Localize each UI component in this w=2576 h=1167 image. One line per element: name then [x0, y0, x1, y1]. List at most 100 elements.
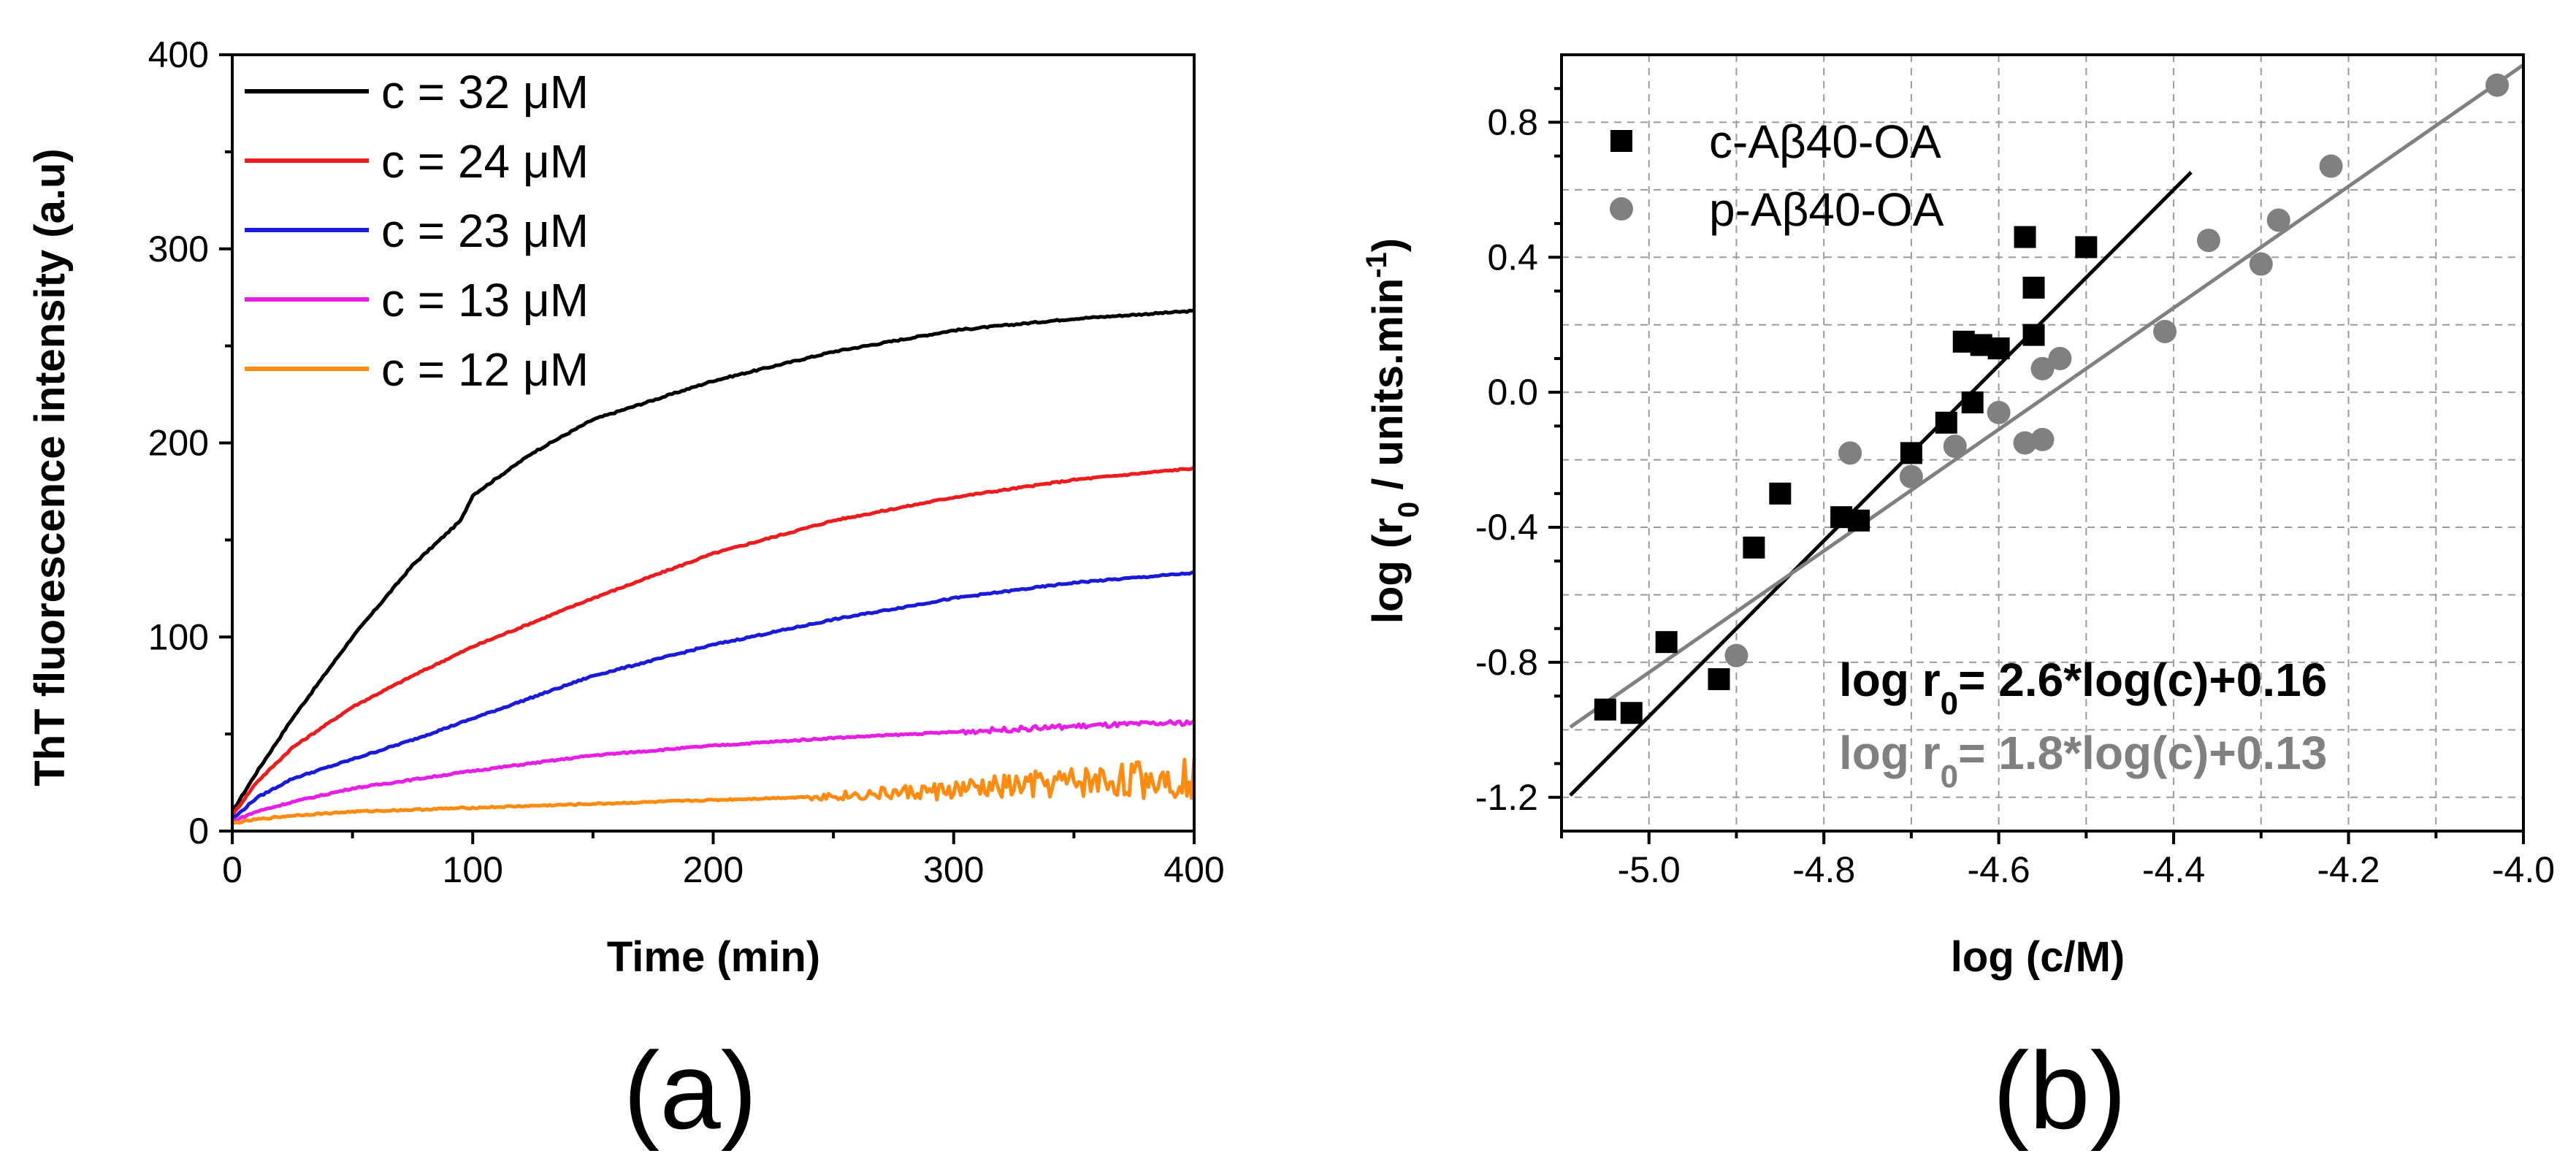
panel-b-point-square: [1620, 702, 1643, 724]
panel-a-y-axis-label: ThT fluorescence intensity (a.u): [26, 148, 74, 786]
panel-b-point-circle: [2319, 154, 2343, 178]
fit-equation-prefix: log r: [1839, 727, 1941, 779]
panel-b-point-circle: [1987, 400, 2011, 424]
panel-b-point-circle: [1724, 643, 1748, 667]
panel-b-y-tick-label: -0.4: [1475, 507, 1538, 548]
fit-equation-subscript: 0: [1941, 686, 1958, 722]
panel-b-point-square: [2014, 226, 2036, 248]
panel-b-x-tick-label: -4.8: [1792, 849, 1855, 890]
fit-equation-rest: = 2.6*log(c)+0.16: [1958, 654, 2327, 706]
panel-b-point-square: [2075, 236, 2098, 259]
panel-a-y-tick-label: 0: [188, 811, 209, 852]
panel-b-y-tick-label: 0.8: [1487, 102, 1538, 142]
panel-b-y-label-sup: -1: [1361, 252, 1393, 278]
panel-b-point-circle: [1899, 464, 1923, 489]
panel-b-x-tick-label: -4.2: [2317, 849, 2380, 890]
panel-a-legend: c = 32 μM c = 24 μM c = 23 μM c = 13 μM c = …: [245, 66, 589, 396]
panel-b-fit-equation: log r0= 2.6*log(c)+0.16: [1839, 654, 2327, 722]
panel-b-point-circle: [2266, 208, 2290, 232]
panel-a-label: (a): [623, 1029, 757, 1152]
panel-a-series-line: [232, 757, 1196, 825]
panel-b-legend-entry: p-Aβ40-OA: [1709, 183, 1944, 236]
panel-a-legend-entry: c = 24 μM: [381, 135, 589, 188]
panel-b-y-tick-label: -0.8: [1475, 642, 1538, 683]
panel-b-grid: -5.0 -4.8 -4.6 -4.4 -4.2 -4.0 -1.2 -0.8 -0.4 0.0 0…: [1475, 55, 2555, 890]
panel-b-point-circle: [2249, 252, 2273, 276]
panel-b-legend-entry: c-Aβ40-OA: [1709, 115, 1941, 168]
fit-equation-prefix: log r: [1839, 654, 1941, 706]
panel-a-y-tick-label: 100: [148, 616, 209, 657]
panel-a-series-line: [231, 570, 1195, 822]
panel-b-point-circle: [2196, 229, 2220, 253]
panel-a-y-tick-label: 400: [148, 34, 209, 75]
panel-b-point-circle: [2153, 319, 2177, 343]
fit-equation-rest: = 1.8*log(c)+0.13: [1958, 727, 2327, 779]
panel-b-point-circle: [2485, 73, 2510, 97]
panel-b-point-square: [1987, 337, 2010, 360]
panel-b-label: (b): [1992, 1029, 2126, 1152]
panel-a-x-tick-label: 0: [222, 849, 242, 890]
panel-b-x-tick-label: -4.4: [2142, 849, 2205, 890]
panel-a-series-line: [230, 308, 1195, 812]
panel-b-y-tick-label: -1.2: [1475, 777, 1538, 818]
panel-b-x-tick-label: -4.6: [1968, 849, 2030, 890]
panel-b-legend-circle-marker: [1610, 197, 1633, 221]
panel-a-series-line: [230, 465, 1196, 817]
panel-a-x-axis-label: Time (min): [607, 933, 820, 981]
panel-b-fit-equation: log r0= 1.8*log(c)+0.13: [1839, 727, 2327, 795]
panel-b-point-circle: [1943, 435, 1967, 459]
panel-b-point-square: [1769, 482, 1792, 505]
panel-b-y-label-end: ): [1364, 238, 1412, 252]
panel-b-point-square: [1935, 411, 1957, 434]
panel-a-x-tick-label: 400: [1163, 849, 1224, 890]
panel-a-plot-frame: [231, 53, 1196, 833]
panel-b-y-label-main: log (r: [1364, 518, 1412, 624]
panel-b-point-square: [1848, 509, 1870, 532]
panel-a-legend-entry: c = 32 μM: [381, 66, 589, 118]
panel-b-point-circle: [2030, 427, 2055, 451]
panel-b-point-circle: [2030, 356, 2055, 380]
fit-equation-subscript: 0: [1941, 759, 1958, 795]
panel-b-legend: c-Aβ40-OA p-Aβ40-OA: [1610, 115, 1944, 236]
panel-a-x-tick-label: 200: [683, 849, 744, 890]
panel-a-series: [230, 308, 1196, 825]
panel-a-ticks: 0 100 200 300 400 0 100 200 300 400: [148, 34, 1225, 890]
panel-b-x-tick-label: -5.0: [1618, 849, 1681, 890]
panel-a-legend-entry: c = 23 μM: [381, 204, 589, 257]
panel-b-fit-line: [1569, 171, 2193, 797]
panel-b-fit-lines: [1569, 63, 2523, 797]
panel-a-series-line: [231, 719, 1196, 823]
panel-b-point-square: [1961, 391, 1984, 414]
panel-b-y-axis-label: log (r0 / units.min-1): [1361, 238, 1425, 624]
panel-b-x-axis-label: log (c/M): [1951, 933, 2125, 981]
panel-b-points: [1594, 73, 2510, 724]
panel-b-point-square: [1655, 631, 1678, 654]
panel-b-point-square: [1900, 442, 1922, 464]
panel-a-x-tick-label: 300: [923, 849, 984, 890]
panel-b-point-square: [1743, 536, 1765, 559]
panel-b-point-square: [1708, 668, 1730, 691]
panel-b-point-square: [1594, 698, 1616, 721]
panel-b-y-tick-label: 0.0: [1487, 372, 1538, 413]
panel-b-y-label-mid: / units.min: [1364, 278, 1412, 502]
panel-b-y-label-sub: 0: [1393, 502, 1425, 518]
panel-b-point-circle: [2048, 346, 2072, 370]
panel-a-x-tick-label: 100: [443, 849, 503, 890]
panel-a-legend-entry: c = 13 μM: [381, 274, 589, 326]
panel-b-fit-line: [1569, 63, 2523, 729]
panel-b-point-circle: [1838, 441, 1862, 465]
panel-b-point-square: [2022, 324, 2045, 346]
panel-b-y-tick-label: 0.4: [1487, 237, 1538, 278]
panel-a-y-tick-label: 200: [148, 423, 209, 464]
panel-a-legend-entry: c = 12 μM: [381, 343, 589, 396]
panel-b-point-circle: [2013, 431, 2037, 455]
panel-b-x-tick-label: -4.0: [2492, 849, 2555, 890]
panel-b: -5.0 -4.8 -4.6 -4.4 -4.2 -4.0 -1.2 -0.8 -0.4 0.0 0…: [1361, 53, 2555, 1152]
panel-b-point-square: [2022, 276, 2045, 299]
panel-a-y-tick-label: 300: [148, 229, 209, 269]
panel-b-legend-square-marker: [1610, 130, 1632, 152]
panel-b-plot-frame: [1560, 53, 2525, 833]
